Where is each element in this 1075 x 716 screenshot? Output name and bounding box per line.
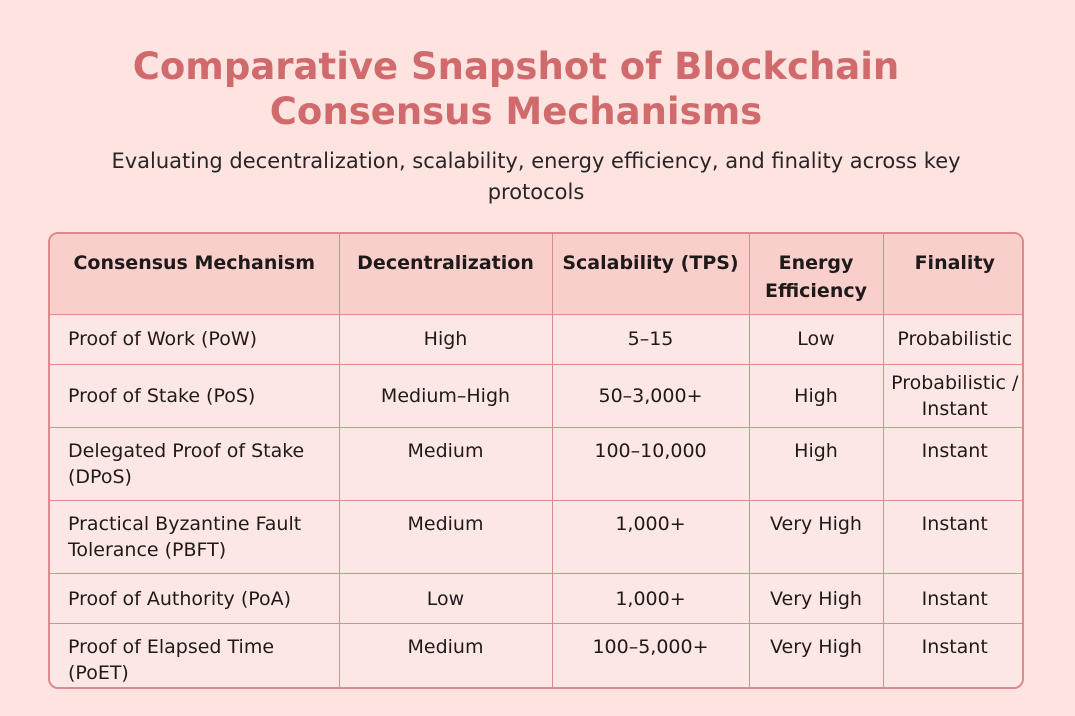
table-row: Proof of Elapsed Time (PoET) Medium 100–… xyxy=(50,623,1022,687)
page-title: Comparative Snapshot of Blockchain Conse… xyxy=(0,44,1032,134)
page-title-line-1: Comparative Snapshot of Blockchain xyxy=(132,45,900,88)
cell-mechanism: Proof of Stake (PoS) xyxy=(50,363,340,428)
header-energy-efficiency: Energy Efficiency xyxy=(748,234,884,315)
cell-mechanism: Proof of Work (PoW) xyxy=(50,313,340,365)
header-consensus-mechanism: Consensus Mechanism xyxy=(50,234,340,315)
table-header-row: Consensus Mechanism Decentralization Sca… xyxy=(50,234,1022,315)
cell-decentralization: High xyxy=(338,313,553,365)
table-row: Proof of Authority (PoA) Low 1,000+ Very… xyxy=(50,573,1022,625)
header-decentralization: Decentralization xyxy=(338,234,553,315)
page-title-line-2: Consensus Mechanisms xyxy=(269,90,763,133)
cell-mechanism: Practical Byzantine Fault Tolerance (PBF… xyxy=(50,499,340,575)
cell-decentralization: Medium xyxy=(338,426,553,501)
cell-energy-efficiency: Very High xyxy=(748,573,884,625)
cell-energy-efficiency: Low xyxy=(748,313,884,365)
cell-scalability: 5–15 xyxy=(551,313,750,365)
cell-finality: Instant xyxy=(882,573,1022,625)
cell-finality: Instant xyxy=(882,623,1022,687)
cell-scalability: 50–3,000+ xyxy=(551,363,750,428)
cell-decentralization: Low xyxy=(338,573,553,625)
page-subtitle: Evaluating decentralization, scalability… xyxy=(111,149,961,204)
comparison-table: Consensus Mechanism Decentralization Sca… xyxy=(50,234,1022,687)
header-scalability: Scalability (TPS) xyxy=(551,234,750,315)
table-row: Delegated Proof of Stake (DPoS) Medium 1… xyxy=(50,426,1022,501)
cell-decentralization: Medium xyxy=(338,499,553,575)
cell-scalability: 100–10,000 xyxy=(551,426,750,501)
cell-energy-efficiency: Very High xyxy=(748,499,884,575)
cell-mechanism: Proof of Authority (PoA) xyxy=(50,573,340,625)
cell-finality: Probabilistic xyxy=(882,313,1022,365)
table-row: Practical Byzantine Fault Tolerance (PBF… xyxy=(50,499,1022,575)
cell-mechanism: Delegated Proof of Stake (DPoS) xyxy=(50,426,340,501)
cell-scalability: 1,000+ xyxy=(551,573,750,625)
cell-energy-efficiency: Very High xyxy=(748,623,884,687)
table-row: Proof of Stake (PoS) Medium–High 50–3,00… xyxy=(50,363,1022,428)
cell-energy-efficiency: High xyxy=(748,363,884,428)
table-row: Proof of Work (PoW) High 5–15 Low Probab… xyxy=(50,313,1022,365)
cell-decentralization: Medium–High xyxy=(338,363,553,428)
cell-finality: Probabilistic / Instant xyxy=(882,363,1022,428)
cell-energy-efficiency: High xyxy=(748,426,884,501)
cell-finality: Instant xyxy=(882,499,1022,575)
cell-scalability: 1,000+ xyxy=(551,499,750,575)
cell-decentralization: Medium xyxy=(338,623,553,687)
cell-scalability: 100–5,000+ xyxy=(551,623,750,687)
comparison-table-container: Consensus Mechanism Decentralization Sca… xyxy=(48,232,1024,689)
cell-finality: Instant xyxy=(882,426,1022,501)
header-finality: Finality xyxy=(882,234,1022,315)
cell-mechanism: Proof of Elapsed Time (PoET) xyxy=(50,623,340,687)
